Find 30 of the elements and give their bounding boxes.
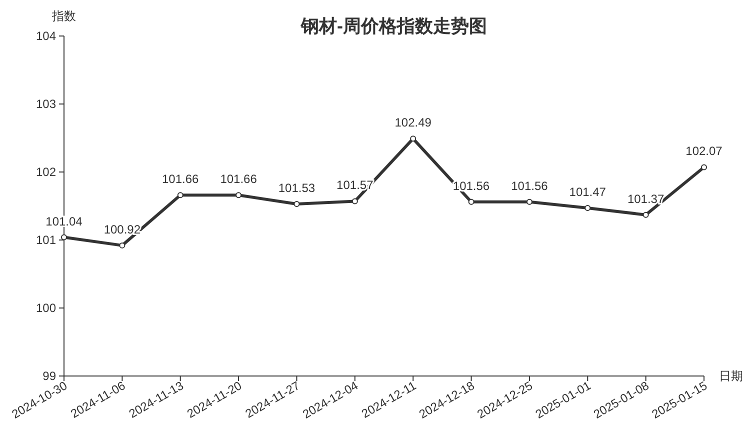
point [701,164,707,170]
point [468,198,474,205]
x-axis-title: 日期 [719,369,743,383]
point [177,192,184,198]
data-label: 102.07 [686,144,723,158]
point [352,198,358,204]
point [526,198,532,205]
data-label: 101.56 [511,178,548,193]
data-label: 101.53 [278,180,316,195]
y-axis-title: 指数 [51,9,76,23]
point [61,234,67,240]
y-tick-label: 101 [36,233,56,247]
point [236,192,242,198]
point [294,200,300,207]
y-tick-label: 104 [36,29,56,43]
y-tick-label: 103 [36,97,56,111]
point [410,136,416,142]
point [642,212,649,218]
y-tick-label: 99 [42,369,56,383]
point [584,205,591,212]
y-tick-label: 100 [36,301,56,315]
point [119,242,126,248]
data-label: 101.47 [569,185,606,200]
data-label: 101.66 [220,172,258,186]
data-label: 102.49 [394,116,432,130]
data-label: 100.92 [104,222,141,236]
chart-title: 钢材-周价格指数走势图 [300,16,487,36]
y-tick-label: 102 [36,165,56,179]
data-label: 101.37 [627,192,664,206]
data-label: 101.66 [162,172,200,186]
